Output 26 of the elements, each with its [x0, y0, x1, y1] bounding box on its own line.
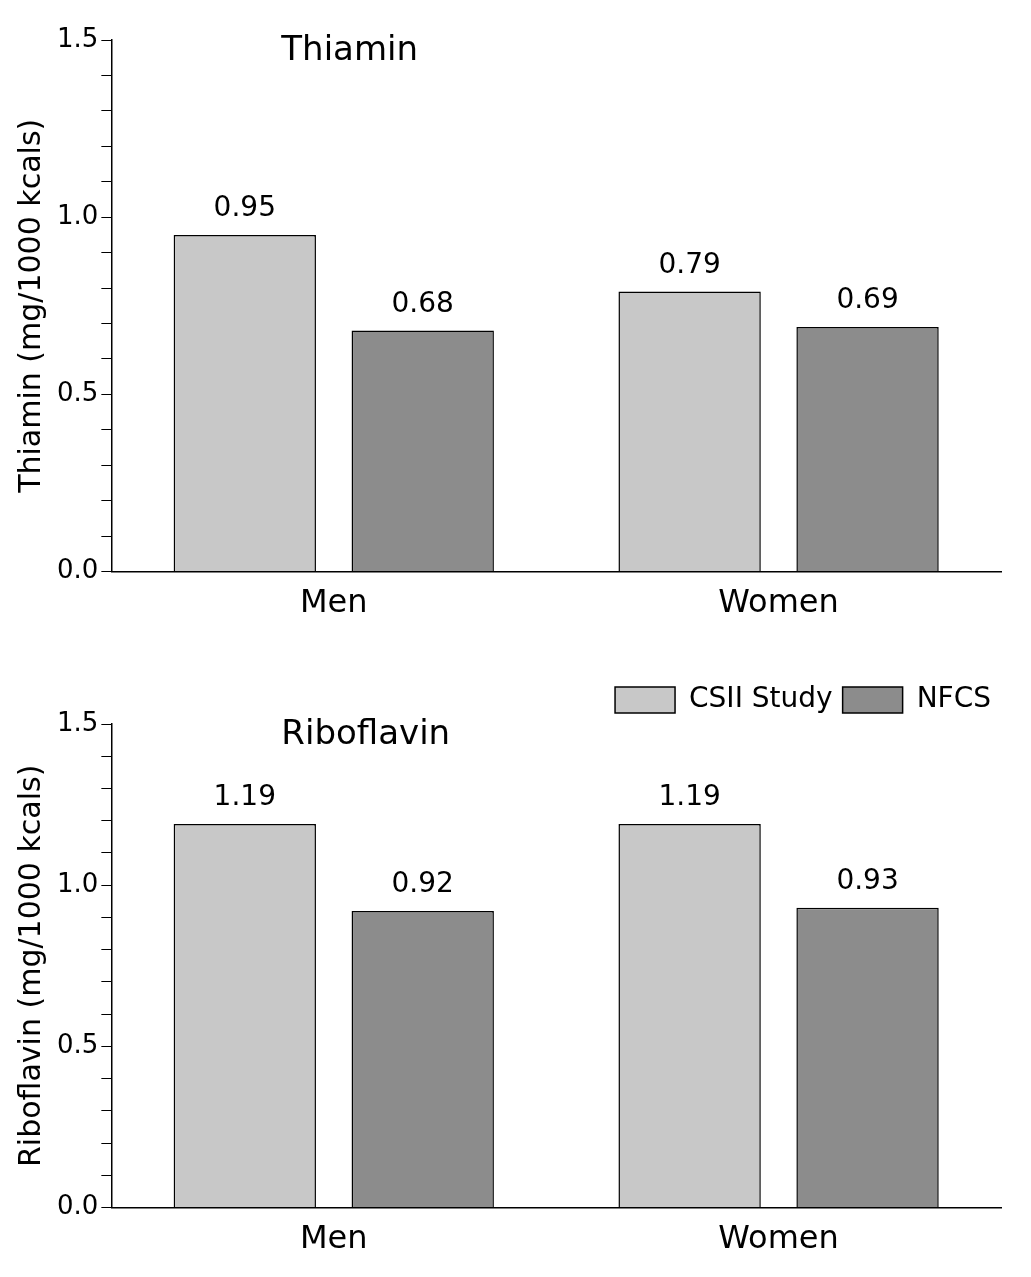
y-tick-label: 0.5 [56, 377, 99, 408]
data-label: 0.92 [391, 866, 454, 900]
data-label: 0.68 [391, 285, 454, 319]
y-tick-label: 0.5 [56, 1029, 99, 1060]
x-tick-label: Women [718, 582, 839, 621]
y-tick-label: 1.5 [56, 22, 99, 53]
chart-title: Thiamin [280, 27, 419, 68]
data-label: 0.69 [836, 282, 899, 316]
y-tick-label: 1.0 [56, 199, 99, 230]
y-tick-label: 0.0 [56, 554, 99, 585]
legend-label: NFCS [916, 681, 991, 715]
y-axis-title: Thiamin (mg/1000 kcals) [11, 118, 47, 494]
chart-title: Riboflavin [281, 711, 451, 752]
x-tick-label: Men [299, 582, 368, 621]
data-label: 0.79 [658, 246, 721, 280]
data-label: 1.19 [213, 779, 276, 813]
y-tick-label: 1.5 [56, 706, 99, 737]
y-tick-label: 1.0 [56, 867, 99, 898]
data-label: 0.93 [836, 863, 899, 897]
legend-label: CSII Study [689, 681, 833, 715]
data-label: 0.95 [213, 190, 276, 224]
data-label: 1.19 [658, 779, 721, 813]
x-tick-label: Men [299, 1218, 368, 1257]
y-axis-title: Riboflavin (mg/1000 kcals) [11, 764, 47, 1167]
y-tick-label: 0.0 [56, 1190, 99, 1221]
x-tick-label: Women [718, 1218, 839, 1257]
